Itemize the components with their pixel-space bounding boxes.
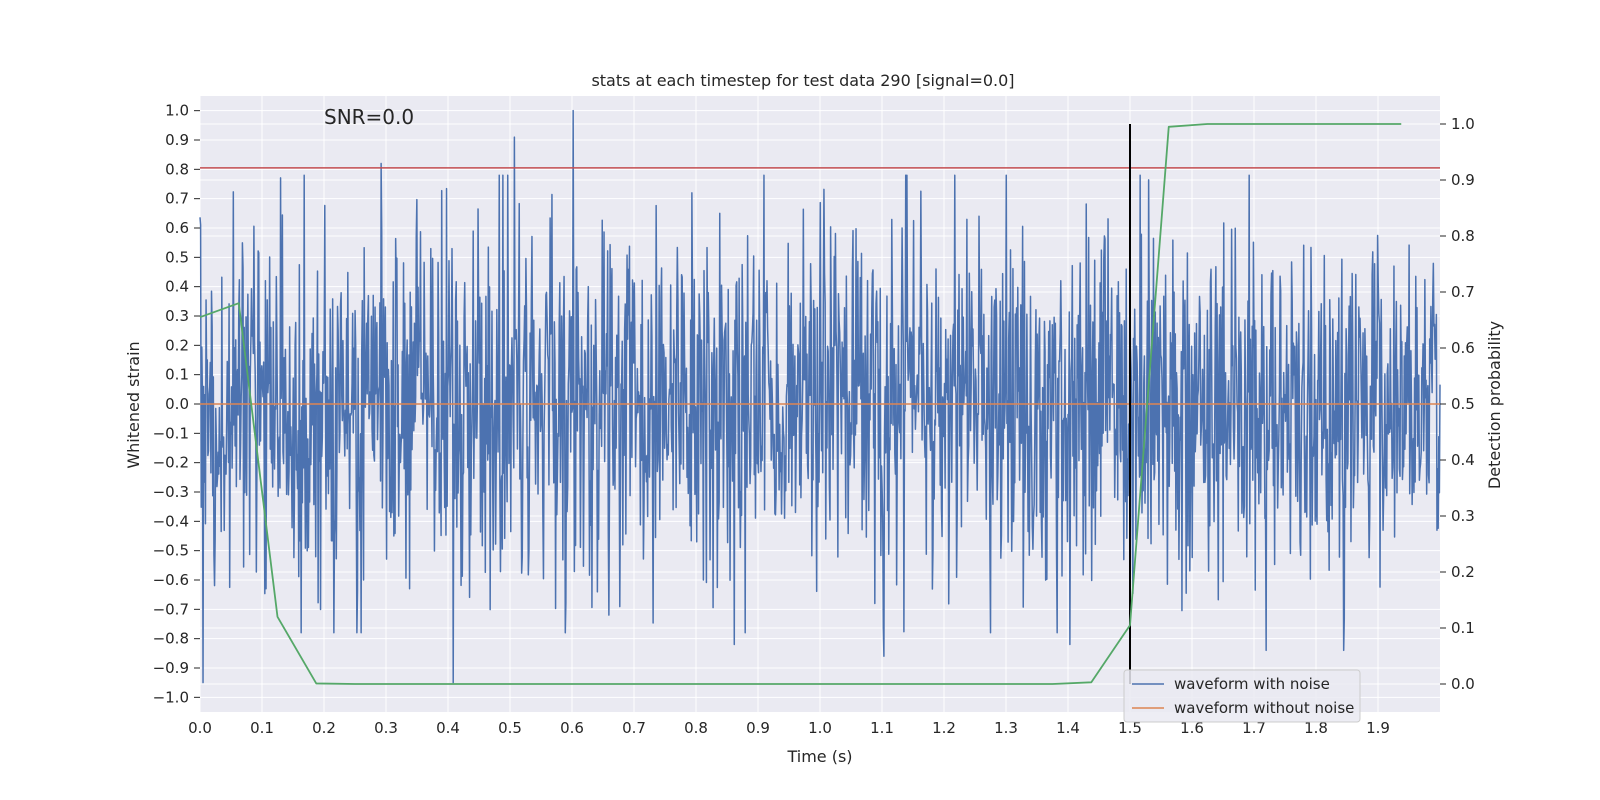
series-detection-probability <box>199 123 1402 685</box>
y-axis-left-label: Whitened strain <box>124 341 143 468</box>
y-left-tick-label: 0.9 <box>165 131 189 149</box>
y-right-tick-label: 0.1 <box>1451 619 1475 637</box>
series-layer <box>199 109 1441 685</box>
y-left-tick-label: 1.0 <box>165 102 189 120</box>
snr-annotation: SNR=0.0 <box>324 105 414 129</box>
y-left-tick-label: 0.8 <box>165 160 189 178</box>
x-tick-label: 0.7 <box>622 719 646 737</box>
y-right-tick-label: 0.0 <box>1451 675 1475 693</box>
x-axis-ticks: 0.0 0.1 0.2 0.3 0.4 0.5 0.6 0.7 0.8 0.9 1.0 1.1 1.2 1… <box>188 719 1390 737</box>
x-tick-label: 0.1 <box>250 719 274 737</box>
y-left-tick-label: 0.6 <box>165 219 189 237</box>
x-tick-label: 1.2 <box>932 719 956 737</box>
y-right-tick-label: 0.3 <box>1451 507 1475 525</box>
y-right-tick-label: 0.7 <box>1451 283 1475 301</box>
legend-label-noise: waveform with noise <box>1174 675 1330 693</box>
x-tick-label: 0.2 <box>312 719 336 737</box>
y-left-tick-label: −0.9 <box>153 659 189 677</box>
y-left-tick-label: −0.3 <box>153 483 189 501</box>
x-tick-label: 1.9 <box>1366 719 1390 737</box>
y-left-tick-label: 0.0 <box>165 395 189 413</box>
x-tick-label: 0.0 <box>188 719 212 737</box>
y-right-tick-label: 0.8 <box>1451 227 1475 245</box>
y-left-tick-label: −0.7 <box>153 600 189 618</box>
x-tick-label: 1.4 <box>1056 719 1080 737</box>
legend-box <box>1123 669 1361 723</box>
x-tick-label: 1.3 <box>994 719 1018 737</box>
x-tick-label: 0.5 <box>498 719 522 737</box>
y-right-tick-label: 0.2 <box>1451 563 1475 581</box>
y-left-tick-label: −0.5 <box>153 542 189 560</box>
x-tick-label: 1.1 <box>870 719 894 737</box>
y-right-tick-label: 0.9 <box>1451 171 1475 189</box>
y-left-tick-label: 0.1 <box>165 366 189 384</box>
series-waveform-with-noise <box>199 109 1441 684</box>
y-right-tick-label: 1.0 <box>1451 115 1475 133</box>
x-tick-label: 1.7 <box>1242 719 1266 737</box>
y-left-tick-label: 0.7 <box>165 190 189 208</box>
y-left-tick-label: 0.3 <box>165 307 189 325</box>
y-left-tick-label: −0.1 <box>153 424 189 442</box>
y-left-tick-label: 0.5 <box>165 248 189 266</box>
x-tick-label: 0.6 <box>560 719 584 737</box>
y-left-tick-label: −0.8 <box>153 630 189 648</box>
x-tick-label: 1.8 <box>1304 719 1328 737</box>
x-tick-label: 1.6 <box>1180 719 1204 737</box>
y-axis-right-ticks: 1.0 0.9 0.8 0.7 0.6 0.5 0.4 0.3 0.2 0.1 0.0 <box>1440 115 1475 693</box>
legend: waveform with noise waveform without noi… <box>1123 669 1361 723</box>
x-tick-label: 1.0 <box>808 719 832 737</box>
y-right-tick-label: 0.4 <box>1451 451 1475 469</box>
y-right-tick-label: 0.5 <box>1451 395 1475 413</box>
legend-label-clean: waveform without noise <box>1174 699 1354 717</box>
y-right-tick-label: 0.6 <box>1451 339 1475 357</box>
y-left-tick-label: 0.2 <box>165 336 189 354</box>
chart-title: stats at each timestep for test data 290… <box>591 71 1014 90</box>
y-left-tick-label: −0.2 <box>153 454 189 472</box>
y-left-tick-label: −1.0 <box>153 688 189 706</box>
y-left-tick-label: 0.4 <box>165 278 189 296</box>
y-axis-left-ticks: 1.0 0.9 0.8 0.7 0.6 0.5 0.4 0.3 0.2 0.1 0.0 −0.1 −0.… <box>153 102 200 706</box>
y-left-tick-label: −0.4 <box>153 512 189 530</box>
x-tick-label: 0.4 <box>436 719 460 737</box>
y-axis-right-label: Detection probability <box>1485 321 1504 489</box>
y-left-tick-label: −0.6 <box>153 571 189 589</box>
x-tick-label: 0.3 <box>374 719 398 737</box>
x-tick-label: 1.5 <box>1118 719 1142 737</box>
x-tick-label: 0.9 <box>746 719 770 737</box>
x-axis-label: Time (s) <box>786 747 852 766</box>
x-tick-label: 0.8 <box>684 719 708 737</box>
